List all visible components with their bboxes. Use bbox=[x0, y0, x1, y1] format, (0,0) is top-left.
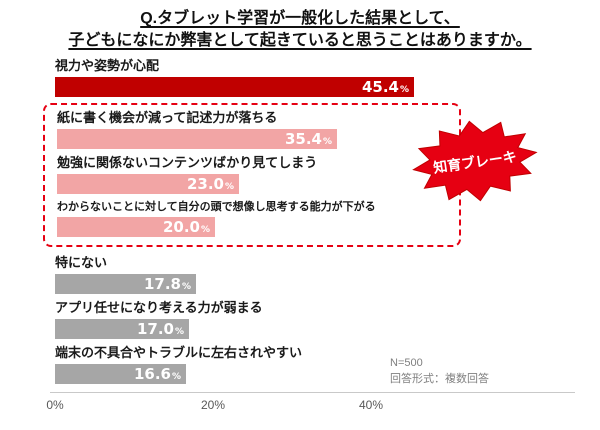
highlight-dashed-box: 紙に書く機会が減って記述力が落ちる 35.4% 勉強に関係ないコンテンツばかり見… bbox=[43, 103, 461, 247]
note-answer-format: 回答形式：複数回答 bbox=[390, 373, 489, 385]
chart-row-eyesight: 視力や姿勢が心配 45.4% bbox=[55, 58, 595, 97]
bar-app-reliance: 17.0% bbox=[55, 319, 189, 339]
value-label: 16.6% bbox=[133, 365, 181, 383]
category-label: 紙に書く機会が減って記述力が落ちる bbox=[57, 110, 278, 125]
note-sample-size: N=500 bbox=[390, 357, 423, 369]
chart-row-none: 特にない 17.8% bbox=[55, 255, 595, 294]
starburst-icon bbox=[412, 120, 538, 202]
category-label: わからないことに対して自分の頭で想像し思考する能力が下がる bbox=[57, 201, 376, 213]
chart-row-app-reliance: アプリ任せになり考える力が弱まる 17.0% bbox=[55, 300, 595, 339]
bar-thinking: 20.0% bbox=[57, 217, 215, 237]
bar-chart: 視力や姿勢が心配 45.4% 紙に書く機会が減って記述力が落ちる 35.4% 勉… bbox=[43, 58, 595, 390]
x-tick-20: 20% bbox=[200, 398, 226, 412]
value-label: 35.4% bbox=[284, 130, 332, 148]
x-tick-40: 40% bbox=[358, 398, 384, 412]
category-label: アプリ任せになり考える力が弱まる bbox=[55, 300, 263, 315]
category-label: 特にない bbox=[55, 255, 108, 270]
value-label: 23.0% bbox=[186, 175, 234, 193]
bar-device-trouble: 16.6% bbox=[55, 364, 186, 384]
survey-note: N=500 回答形式：複数回答 bbox=[390, 355, 489, 387]
chart-row-thinking: わからないことに対して自分の頭で想像し思考する能力が下がる 20.0% bbox=[57, 200, 459, 237]
starburst-badge-label: 知育ブレーキ bbox=[432, 148, 518, 176]
bar-eyesight: 45.4% bbox=[55, 77, 414, 97]
chart-title: Q.タブレット学習が一般化した結果として、 子どもになにか弊害として起きていると… bbox=[0, 8, 600, 52]
value-label: 17.0% bbox=[136, 320, 184, 338]
starburst-badge: 知育ブレーキ bbox=[399, 103, 552, 222]
category-label: 端末の不具合やトラブルに左右されやすい bbox=[55, 345, 303, 360]
bar-none: 17.8% bbox=[55, 274, 196, 294]
value-label: 20.0% bbox=[162, 218, 210, 236]
chart-title-line2: 子どもになにか弊害として起きていると思うことはありますか。 bbox=[68, 32, 532, 49]
category-label: 視力や姿勢が心配 bbox=[55, 58, 160, 73]
x-tick-0: 0% bbox=[46, 398, 64, 412]
value-label: 45.4% bbox=[361, 78, 409, 96]
bar-distraction: 23.0% bbox=[57, 174, 239, 194]
value-label: 17.8% bbox=[143, 275, 191, 293]
chart-title-line1: Q.タブレット学習が一般化した結果として、 bbox=[140, 10, 460, 27]
x-axis-line bbox=[50, 392, 575, 393]
bar-writing: 35.4% bbox=[57, 129, 337, 149]
chart-row-device-trouble: 端末の不具合やトラブルに左右されやすい 16.6% bbox=[55, 345, 595, 384]
chart-row-writing: 紙に書く機会が減って記述力が落ちる 35.4% bbox=[57, 110, 459, 149]
chart-row-distraction: 勉強に関係ないコンテンツばかり見てしまう 23.0% bbox=[57, 155, 459, 194]
category-label: 勉強に関係ないコンテンツばかり見てしまう bbox=[57, 155, 318, 170]
